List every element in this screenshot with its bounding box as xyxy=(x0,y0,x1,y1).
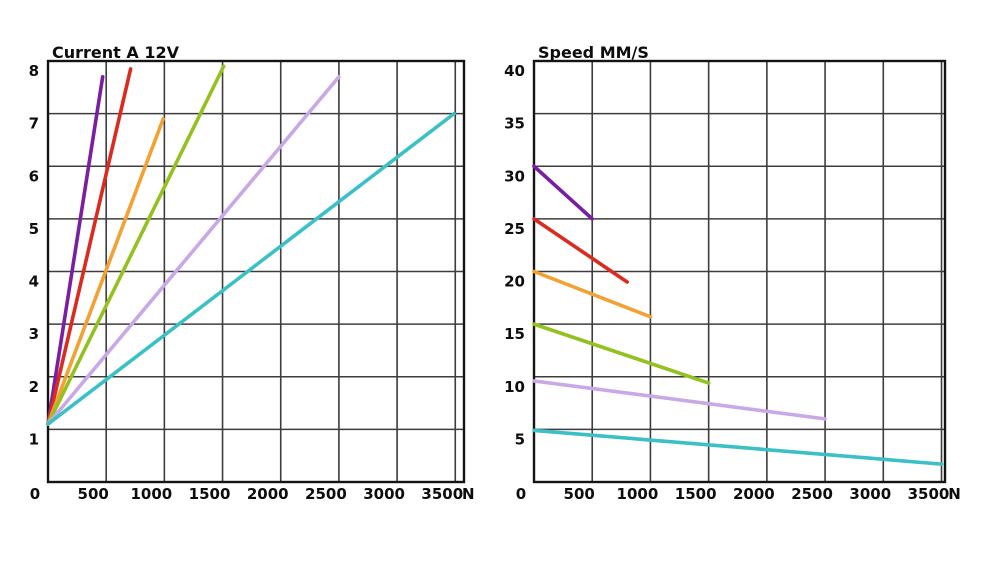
x-tick-label-2000: 2000 xyxy=(247,485,289,503)
y-tick-label-3: 3 xyxy=(29,325,39,343)
x-tick-label-2000: 2000 xyxy=(733,485,775,503)
x-tick-label-1500: 1500 xyxy=(675,485,717,503)
series-line-lavender xyxy=(532,379,827,421)
chart-current: Current A 12V 0 500 1000 1500 2000 2500 3000 35… xyxy=(29,43,475,503)
x-tick-label-3500: 3500 xyxy=(908,485,950,503)
y-tick-label-10: 10 xyxy=(504,378,525,396)
x-tick-label-500: 500 xyxy=(564,485,595,503)
chart-title-current: Current A 12V xyxy=(52,43,179,62)
y-tick-label-7: 7 xyxy=(29,115,39,133)
series-line-orange xyxy=(532,269,653,319)
y-tick-label-6: 6 xyxy=(29,167,39,185)
plot-border xyxy=(46,59,466,484)
y-tick-label-40: 40 xyxy=(504,62,525,80)
y-tick-label-25: 25 xyxy=(504,220,525,238)
x-tick-label-1000: 1000 xyxy=(617,485,659,503)
x-axis-unit-label: N xyxy=(462,485,475,503)
chart-title-speed: Speed MM/S xyxy=(538,43,649,62)
series-line-red xyxy=(532,217,629,284)
x-tick-label-2500: 2500 xyxy=(305,485,347,503)
series-line-red xyxy=(46,67,133,426)
y-tick-label-5: 5 xyxy=(29,220,39,238)
chart-speed: Speed MM/S 0 500 1000 1500 2000 2500 3000 3500 N… xyxy=(500,0,1000,564)
y-tick-label-5: 5 xyxy=(515,430,525,448)
series-line-green xyxy=(532,322,711,385)
series-line-green xyxy=(46,64,226,426)
series-line-cyan xyxy=(532,428,944,466)
x-tick-label-3000: 3000 xyxy=(849,485,891,503)
x-tick-label-3500: 3500 xyxy=(421,485,463,503)
y-tick-label-4: 4 xyxy=(29,273,39,291)
y-tick-label-8: 8 xyxy=(29,62,39,80)
y-tick-label-35: 35 xyxy=(504,115,525,133)
y-tick-label-2: 2 xyxy=(29,378,39,396)
series-line-lavender xyxy=(46,74,341,426)
y-tick-label-20: 20 xyxy=(504,273,525,291)
series-line-orange xyxy=(46,117,165,426)
y-tick-label-15: 15 xyxy=(504,325,525,343)
x-tick-label-500: 500 xyxy=(78,485,109,503)
series-line-cyan xyxy=(46,111,456,426)
y-tick-label-30: 30 xyxy=(504,167,525,185)
series-line-purple xyxy=(46,74,105,426)
x-tick-label-3000: 3000 xyxy=(363,485,405,503)
x-axis-unit-label: N xyxy=(948,485,961,503)
y-tick-label-1: 1 xyxy=(29,430,39,448)
x-tick-label-0: 0 xyxy=(30,485,40,503)
x-tick-label-1000: 1000 xyxy=(130,485,172,503)
x-tick-label-1500: 1500 xyxy=(189,485,231,503)
x-tick-label-2500: 2500 xyxy=(791,485,833,503)
x-tick-label-0: 0 xyxy=(516,485,526,503)
series-line-purple xyxy=(532,164,595,221)
